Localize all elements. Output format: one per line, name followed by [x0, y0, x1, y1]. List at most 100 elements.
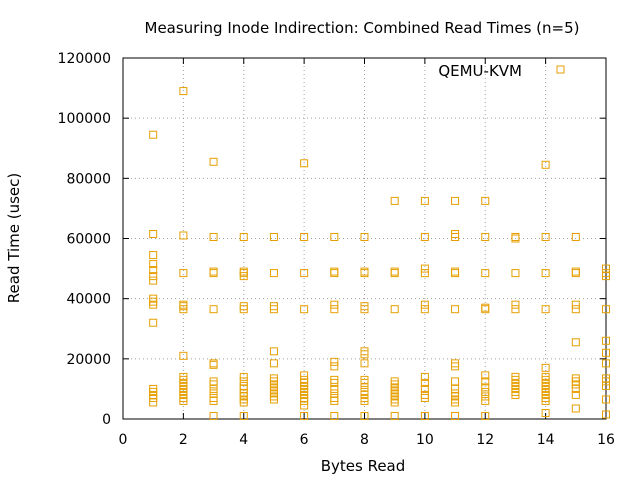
data-point	[481, 196, 490, 205]
x-tick-label: 0	[119, 432, 128, 448]
data-point	[602, 381, 610, 390]
data-point	[390, 411, 399, 420]
x-tick-label: 14	[537, 432, 555, 448]
data-point	[330, 389, 339, 398]
data-point	[602, 305, 610, 314]
data-point	[602, 377, 610, 386]
data-point	[571, 232, 580, 241]
data-point	[541, 305, 550, 314]
legend: QEMU-KVM	[438, 62, 565, 80]
data-point	[420, 305, 429, 314]
data-point	[481, 392, 490, 401]
data-point	[179, 231, 188, 240]
data-point	[269, 232, 278, 241]
y-tick-label: 80000	[66, 171, 111, 187]
data-point	[511, 305, 520, 314]
data-point	[602, 410, 610, 419]
data-point	[571, 338, 580, 347]
data-point	[511, 234, 520, 243]
data-point	[360, 378, 369, 387]
legend-marker	[556, 65, 565, 74]
data-point	[239, 372, 248, 381]
x-tick-label: 6	[300, 432, 309, 448]
data-point	[571, 384, 580, 393]
data-point	[481, 371, 490, 380]
data-point	[481, 232, 490, 241]
data-point	[209, 411, 218, 420]
data-point	[451, 398, 460, 407]
data-point	[209, 269, 218, 278]
data-point	[602, 395, 610, 404]
data-point	[390, 196, 399, 205]
data-point	[481, 269, 490, 278]
data-point	[511, 390, 520, 399]
data-point	[451, 377, 460, 386]
y-tick-label: 0	[102, 412, 111, 428]
data-point	[149, 260, 158, 269]
data-point	[602, 264, 610, 273]
x-tick-label: 10	[416, 432, 434, 448]
data-point	[300, 371, 309, 380]
y-tick-label: 20000	[66, 352, 111, 368]
data-point	[330, 357, 339, 366]
data-point	[330, 300, 339, 309]
data-point	[330, 232, 339, 241]
chart-title: Measuring Inode Indirection: Combined Re…	[145, 19, 580, 37]
data-point	[239, 411, 248, 420]
x-tick-label: 8	[360, 432, 369, 448]
data-point	[149, 398, 158, 407]
data-point	[330, 269, 339, 278]
data-point	[300, 159, 309, 168]
data-point	[451, 196, 460, 205]
data-point	[481, 383, 490, 392]
axes: 0 2 4 6 8 10 12 14 16 0 20000 40000 60000 80000 100000…	[58, 51, 615, 448]
data-point	[420, 232, 429, 241]
data-point	[209, 389, 218, 398]
data-point	[269, 347, 278, 356]
data-point	[239, 232, 248, 241]
data-point	[602, 348, 610, 357]
data-point	[511, 300, 520, 309]
data-point	[541, 363, 550, 372]
x-tick-label: 4	[239, 432, 248, 448]
x-tick-label: 16	[597, 432, 615, 448]
data-point	[300, 401, 309, 410]
data-point	[602, 336, 610, 345]
data-point	[149, 229, 158, 238]
data-point	[330, 378, 339, 387]
data-point	[420, 411, 429, 420]
data-point	[451, 411, 460, 420]
data-point	[300, 232, 309, 241]
data-point	[451, 384, 460, 393]
x-tick-label: 12	[476, 432, 494, 448]
data-point	[420, 300, 429, 309]
data-point	[481, 305, 490, 314]
data-point	[481, 411, 490, 420]
y-tick-label: 40000	[66, 292, 111, 308]
data-point	[149, 130, 158, 139]
data-point	[209, 396, 218, 405]
data-point	[571, 404, 580, 413]
data-point	[300, 269, 309, 278]
data-point	[209, 384, 218, 393]
data-point	[149, 276, 158, 285]
data-point	[420, 269, 429, 278]
data-point	[239, 377, 248, 386]
data-point	[300, 305, 309, 314]
data-point	[209, 360, 218, 369]
data-point	[541, 232, 550, 241]
x-tick-label: 2	[179, 432, 188, 448]
data-point	[541, 160, 550, 169]
data-point	[390, 305, 399, 314]
data-point	[420, 264, 429, 273]
data-point	[239, 272, 248, 281]
data-point	[239, 305, 248, 314]
data-point	[390, 398, 399, 407]
data-point	[420, 393, 429, 402]
data-point	[481, 387, 490, 396]
data-point	[451, 305, 460, 314]
data-point	[179, 87, 188, 96]
data-points	[149, 87, 610, 420]
data-point	[451, 269, 460, 278]
